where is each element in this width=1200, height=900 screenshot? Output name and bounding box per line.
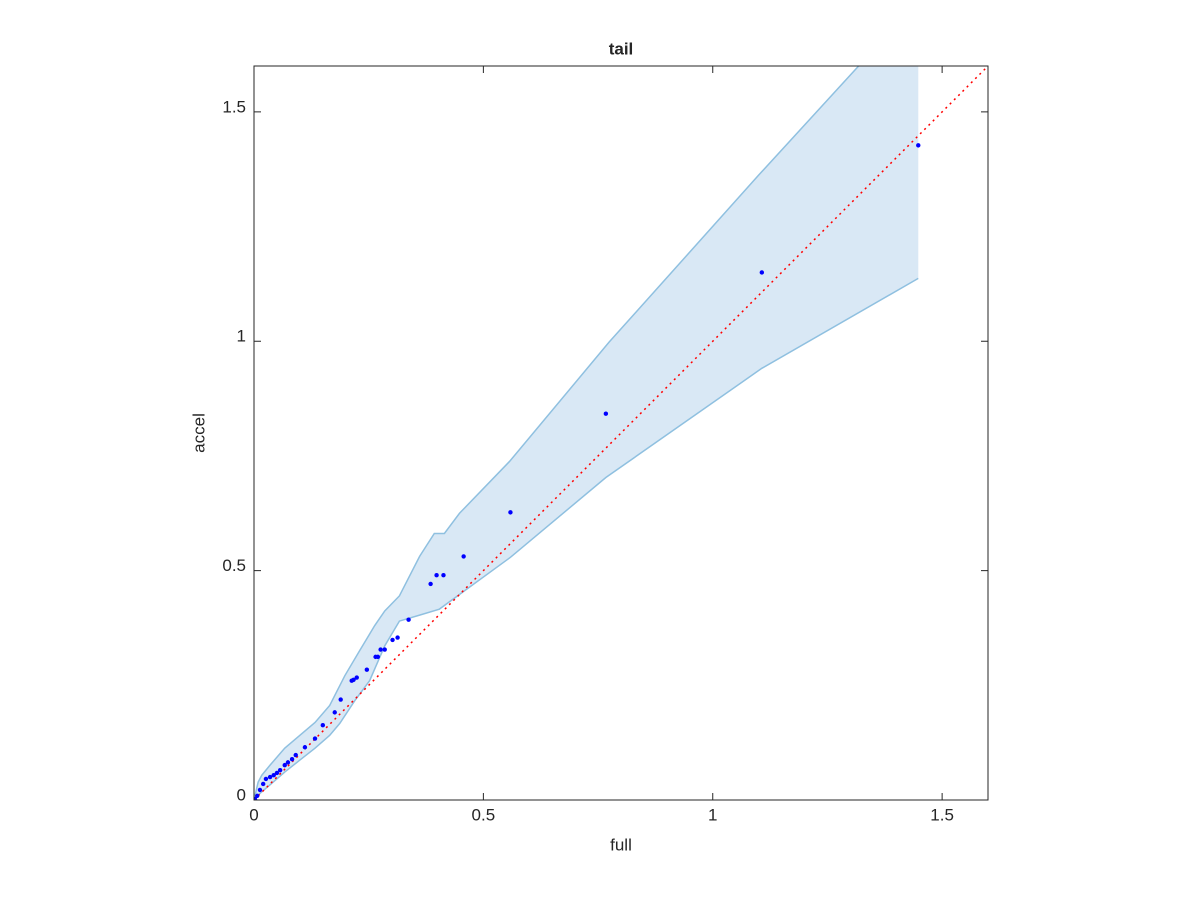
band-edge: [254, 277, 919, 800]
confidence-band: [254, 66, 919, 800]
reference-line: [254, 66, 988, 800]
scatter-point: [255, 793, 260, 799]
chart-title: tail: [609, 39, 634, 58]
scatter-point: [254, 796, 258, 800]
scatter-point: [364, 667, 370, 672]
y-tick-label: 1.5: [222, 97, 246, 116]
scatter-point: [759, 270, 765, 275]
scatter-point: [302, 745, 308, 750]
scatter-point: [508, 510, 513, 515]
y-tick-label: 1: [237, 327, 246, 346]
y-tick-label: 0.5: [222, 556, 246, 575]
scatter-point: [354, 675, 359, 680]
scatter-point: [320, 723, 326, 728]
scatter-point: [267, 774, 273, 780]
scatter-point: [289, 756, 295, 762]
scatter-point: [406, 617, 411, 622]
scatter-point: [373, 654, 378, 660]
scatter-point: [603, 411, 609, 416]
scatter-point: [378, 647, 383, 652]
x-tick-label: 1: [708, 805, 717, 824]
x-tick-label: 1.5: [930, 805, 954, 824]
scatter-point: [390, 637, 395, 643]
plot-area: [254, 66, 988, 800]
x-tick-label: 0.5: [472, 805, 496, 824]
scatter-point: [263, 776, 269, 782]
scatter-point: [260, 781, 266, 787]
band-edge: [254, 66, 860, 800]
scatter-point: [916, 143, 921, 148]
scatter-point: [271, 773, 276, 778]
scatter-point: [257, 787, 263, 793]
scatter-point: [312, 736, 318, 741]
axes-box: [253, 65, 989, 801]
scatter-point: [293, 752, 298, 758]
scatter-point: [461, 554, 466, 559]
scatter-point: [285, 760, 291, 765]
scatter-point: [274, 770, 280, 776]
x-tick-label: 0: [249, 805, 258, 824]
y-axis-label: accel: [189, 413, 208, 453]
scatter-point: [349, 678, 354, 683]
scatter-point: [395, 635, 400, 640]
scatter-point: [332, 710, 337, 715]
x-axis-label: full: [610, 835, 632, 854]
y-tick-label: 0: [237, 785, 246, 804]
scatter-point: [338, 697, 343, 702]
scatter-point: [428, 581, 433, 587]
scatter-point: [441, 573, 446, 578]
scatter-point: [382, 647, 387, 652]
scatter-point: [434, 573, 439, 578]
scatter-point: [282, 762, 287, 768]
scatter-point: [277, 767, 283, 773]
